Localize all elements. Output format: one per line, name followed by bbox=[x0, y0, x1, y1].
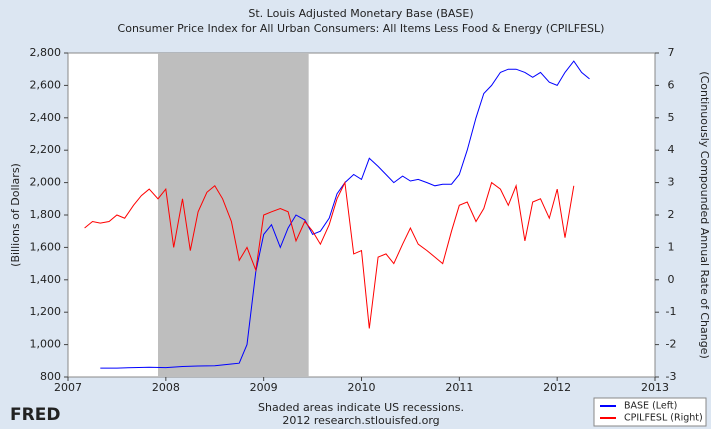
x-tick-label: 2008 bbox=[152, 381, 180, 394]
y2-axis-label: (Continuously Compounded Annual Rate of … bbox=[698, 71, 711, 358]
y2-tick-label: 5 bbox=[668, 111, 675, 124]
legend-label: BASE (Left) bbox=[624, 401, 677, 412]
y-tick-label: 2,600 bbox=[30, 78, 62, 91]
x-tick-label: 2010 bbox=[348, 381, 376, 394]
data-line bbox=[84, 180, 575, 329]
y-tick-label: 1,400 bbox=[30, 273, 62, 286]
y-tick-label: 1,800 bbox=[30, 208, 62, 221]
legend bbox=[593, 397, 707, 427]
y-axis-label: (Billions of Dollars) bbox=[9, 163, 22, 267]
x-tick-label: 2007 bbox=[54, 381, 82, 394]
y-tick-label: 2,200 bbox=[30, 143, 62, 156]
legend-label: CPILFESL (Right) bbox=[624, 413, 703, 424]
x-tick-label: 2012 bbox=[543, 381, 571, 394]
chart-subtitle: Consumer Price Index for All Urban Consu… bbox=[118, 22, 605, 35]
chart-title: St. Louis Adjusted Monetary Base (BASE) bbox=[248, 7, 473, 20]
y2-tick-label: 2 bbox=[668, 208, 675, 221]
y-tick-label: 1,200 bbox=[30, 305, 62, 318]
y2-tick-label: 3 bbox=[668, 176, 675, 189]
plot-area bbox=[67, 52, 656, 378]
y-tick-label: 2,400 bbox=[30, 111, 62, 124]
y2-tick-label: -3 bbox=[666, 370, 677, 383]
y2-tick-label: -1 bbox=[666, 305, 677, 318]
recession-note: Shaded areas indicate US recessions. bbox=[258, 401, 464, 414]
recession-shade bbox=[158, 53, 309, 377]
y-tick-label: 1,600 bbox=[30, 240, 62, 253]
y2-tick-label: 6 bbox=[668, 78, 675, 91]
y2-tick-label: 7 bbox=[668, 46, 675, 59]
source: 2012 research.stlouisfed.org bbox=[282, 414, 439, 427]
y-tick-label: 800 bbox=[40, 370, 61, 383]
x-tick-label: 2009 bbox=[250, 381, 278, 394]
data-line bbox=[100, 60, 590, 369]
x-tick-label: 2013 bbox=[641, 381, 669, 394]
x-tick-label: 2011 bbox=[445, 381, 473, 394]
y2-tick-label: 1 bbox=[668, 240, 675, 253]
y2-tick-label: 0 bbox=[668, 273, 675, 286]
y-tick-label: 1,000 bbox=[30, 338, 62, 351]
y-tick-label: 2,800 bbox=[30, 46, 62, 59]
y-tick-label: 2,000 bbox=[30, 176, 62, 189]
fred-logo: FRED bbox=[10, 405, 60, 425]
y2-tick-label: -2 bbox=[666, 338, 677, 351]
y2-tick-label: 4 bbox=[668, 143, 675, 156]
